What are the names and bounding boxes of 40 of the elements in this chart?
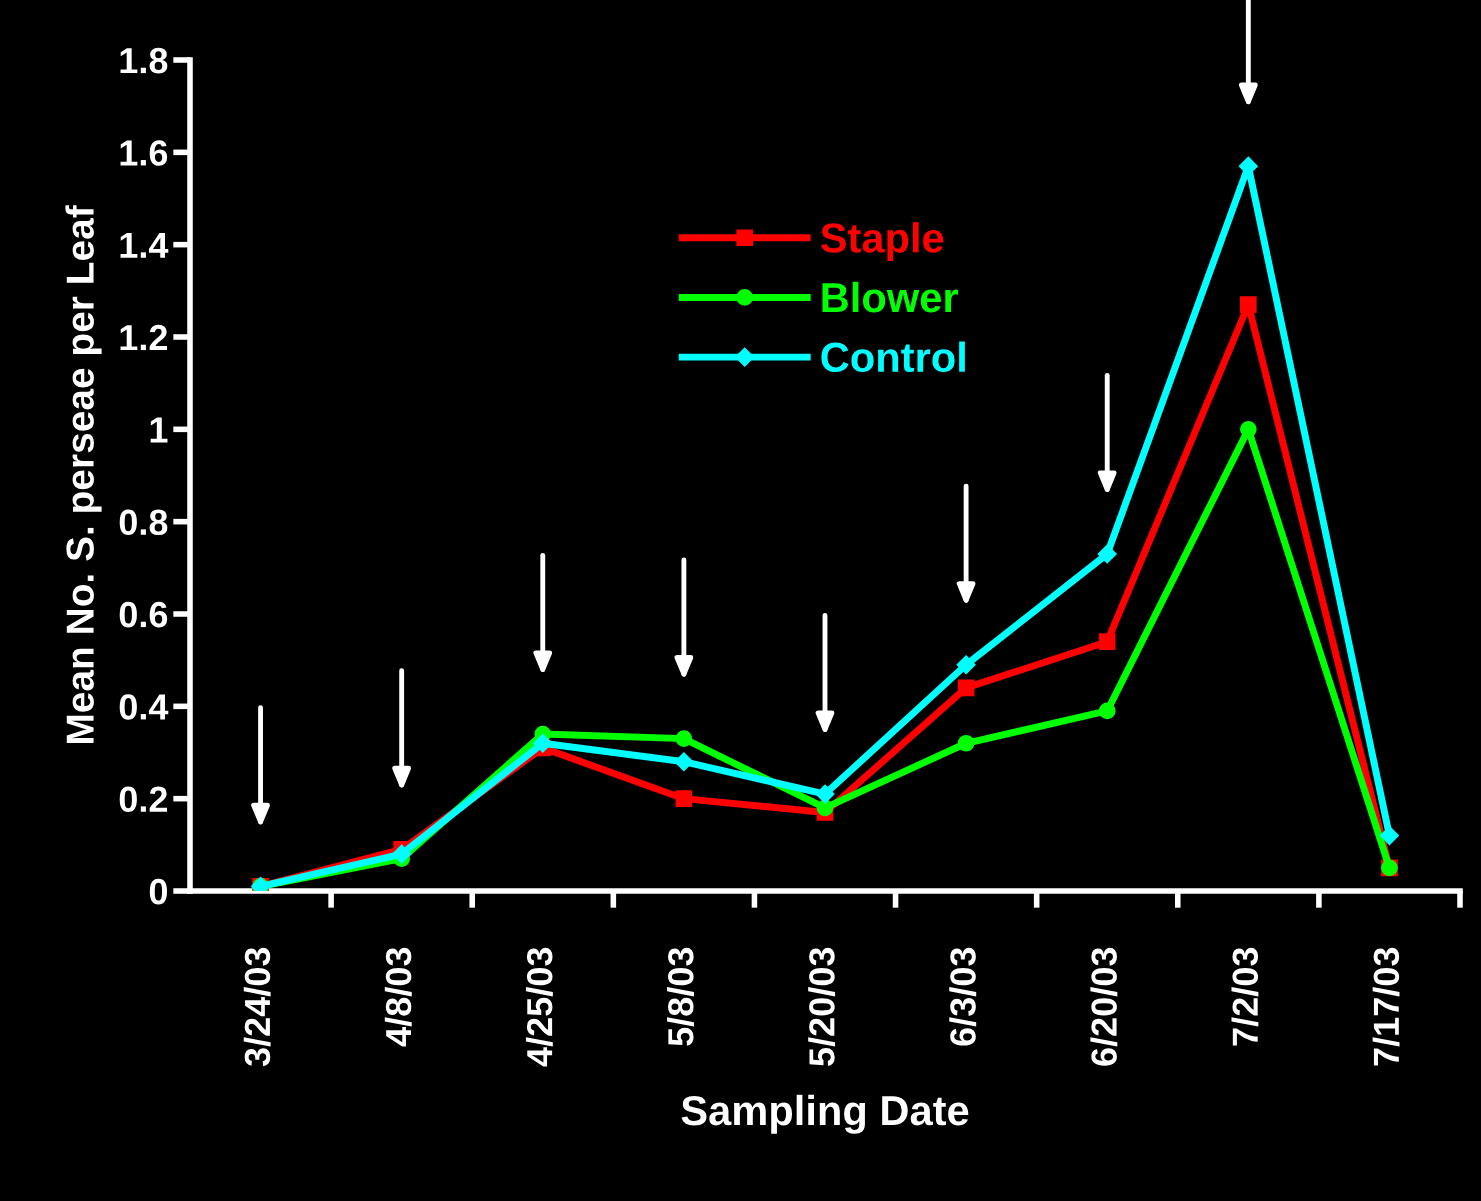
x-tick-label: 4/8/03 bbox=[384, 947, 412, 1047]
y-tick-label: 1.2 bbox=[120, 324, 168, 351]
point bbox=[674, 752, 694, 772]
point bbox=[1098, 702, 1116, 720]
point bbox=[392, 844, 412, 864]
legend-label: Control bbox=[821, 341, 965, 373]
x-tick-label: 5/8/03 bbox=[667, 947, 694, 1046]
point bbox=[1098, 633, 1116, 651]
point bbox=[957, 679, 975, 697]
y-tick-label: 1.8 bbox=[120, 47, 168, 74]
legend-label: Blower bbox=[822, 281, 958, 313]
point bbox=[956, 655, 976, 675]
x-tick-label: 7/2/03 bbox=[1231, 947, 1259, 1046]
point bbox=[1379, 826, 1399, 846]
y-tick-label: 1 bbox=[150, 417, 168, 443]
point bbox=[1239, 420, 1257, 438]
y-tick-label: 0.2 bbox=[119, 786, 168, 813]
x-axis-title: Sampling Date bbox=[681, 1094, 969, 1134]
point bbox=[533, 733, 553, 753]
x-tick-label: 5/20/03 bbox=[808, 947, 836, 1066]
x-tick-label: 3/24/03 bbox=[243, 947, 271, 1067]
x-tick-label: 7/17/03 bbox=[1372, 947, 1400, 1066]
y-axis-title: Mean No. S. perseae per Leaf bbox=[65, 205, 102, 744]
point bbox=[1239, 296, 1257, 314]
x-tick-label: 4/25/03 bbox=[525, 947, 553, 1067]
x-tick-label: 6/20/03 bbox=[1090, 947, 1118, 1066]
y-tick-label: 1.6 bbox=[120, 140, 168, 166]
y-tick-label: 0 bbox=[149, 878, 167, 905]
x-tick-label: 6/3/03 bbox=[949, 947, 977, 1046]
y-tick-label: 0.8 bbox=[119, 509, 168, 536]
y-tick-label: 0.4 bbox=[119, 694, 169, 720]
point bbox=[815, 784, 835, 804]
point bbox=[1097, 544, 1117, 564]
point bbox=[675, 790, 693, 808]
point bbox=[957, 734, 975, 752]
point bbox=[816, 799, 834, 817]
y-tick-label: 0.6 bbox=[119, 601, 168, 628]
legend-label: Staple bbox=[820, 222, 944, 261]
y-tick-label: 1.4 bbox=[120, 232, 169, 258]
point bbox=[675, 730, 693, 747]
